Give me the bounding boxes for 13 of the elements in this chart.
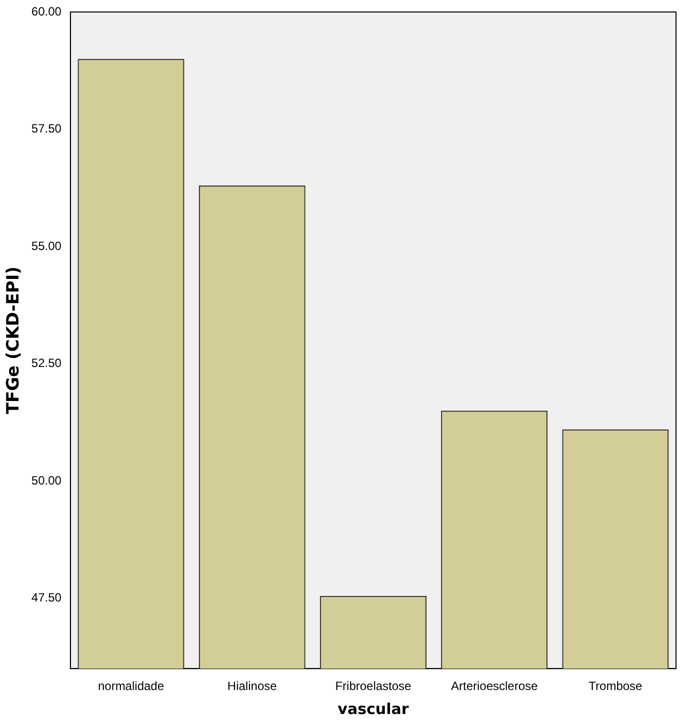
x-tick-label: normalidade (98, 679, 164, 694)
y-tick-label: 50.00 (31, 473, 62, 488)
y-axis-title: TFGe (CKD-EPI) (4, 266, 24, 414)
y-tick-label: 60.00 (31, 4, 62, 18)
y-tick-label: 55.00 (31, 238, 62, 253)
x-axis-title: vascular (338, 700, 410, 718)
y-tick-label: 52.50 (31, 356, 62, 370)
x-tick-label: Arterioesclerose (450, 679, 538, 694)
y-tick-label: 57.50 (31, 122, 62, 136)
x-tick-label: Fribroelastose (335, 679, 412, 694)
x-tick-label: Hialinose (227, 679, 278, 694)
y-tick-label: 47.50 (31, 590, 62, 605)
x-tick-label: Trombose (588, 679, 643, 694)
